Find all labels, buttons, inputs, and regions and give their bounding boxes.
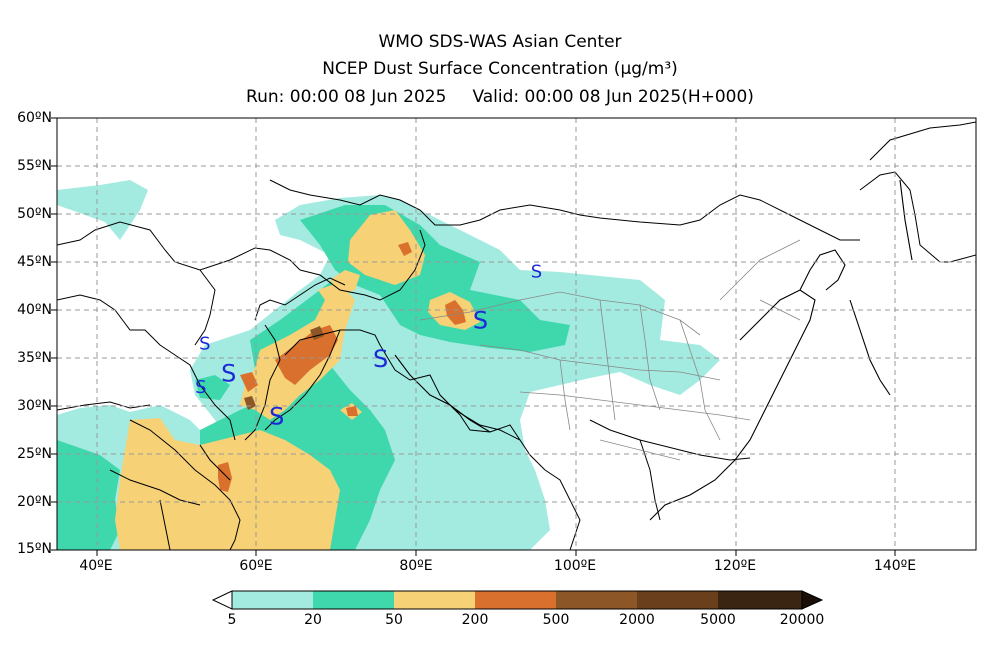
dust-storm-marker: S [221, 359, 236, 387]
lon-label-40: 40ºE [79, 558, 113, 574]
dust-storm-marker: S [269, 403, 284, 431]
colorbar-box-5000-20000 [718, 591, 802, 609]
colorbar-box-500-2000 [556, 591, 637, 609]
dust-storm-marker: S [531, 262, 542, 283]
lon-label-60: 60ºE [239, 558, 273, 574]
lat-label-40: 40ºN [17, 302, 52, 318]
lon-label-80: 80ºE [399, 558, 433, 574]
colorbar-label-20000: 20000 [779, 612, 825, 628]
lat-label-30: 30ºN [17, 398, 52, 414]
lon-label-140: 140ºE [873, 558, 917, 574]
lat-label-55: 55ºN [17, 158, 52, 174]
lat-label-20: 20ºN [17, 494, 52, 510]
dust-storm-marker: S [473, 307, 488, 335]
country-boundaries [57, 121, 976, 550]
dust-storm-marker: S [199, 334, 210, 355]
colorbar-extend-low [211, 590, 233, 610]
run-time: Run: 00:00 08 Jun 2025 [246, 87, 447, 107]
map-frame [56, 117, 977, 551]
title-line-1: WMO SDS-WAS Asian Center [378, 32, 622, 52]
colorbar-label-20: 20 [304, 612, 322, 628]
lat-label-45: 45ºN [17, 254, 52, 270]
lat-label-50: 50ºN [17, 206, 52, 222]
lon-label-120: 120ºE [713, 558, 757, 574]
colorbar-label-5: 5 [227, 612, 237, 628]
colorbar-box-5-20 [232, 591, 313, 609]
colorbar-box-2000-5000 [637, 591, 718, 609]
lat-label-25: 25ºN [17, 446, 52, 462]
lat-label-15: 15ºN [17, 541, 52, 557]
valid-time: Valid: 00:00 08 Jun 2025(H+000) [472, 87, 754, 107]
colorbar [211, 590, 824, 610]
colorbar-frame [231, 590, 803, 610]
lat-label-60: 60ºN [17, 110, 52, 126]
colorbar-box-200-500 [475, 591, 556, 609]
gridlines [57, 118, 976, 550]
axis-ticks [51, 117, 896, 556]
title-line-3: Run: 00:00 08 Jun 2025 Valid: 00:00 08 Ju… [0, 85, 1000, 109]
dust-concentration-field [57, 180, 720, 550]
title-line-2: NCEP Dust Surface Concentration (μg/m³) [322, 59, 678, 79]
province-boundaries [419, 239, 801, 461]
dust-storm-marker: S [195, 377, 206, 398]
coastlines [199, 179, 913, 521]
colorbar-label-200: 200 [461, 612, 489, 628]
colorbar-label-2000: 2000 [619, 612, 655, 628]
dust-band-200-500 [218, 242, 466, 492]
colorbar-box-50-200 [394, 591, 475, 609]
colorbar-label-500: 500 [542, 612, 570, 628]
colorbar-extend-high [801, 590, 824, 610]
colorbar-label-5000: 5000 [700, 612, 736, 628]
lon-label-100: 100ºE [553, 558, 597, 574]
lat-label-35: 35ºN [17, 350, 52, 366]
dust-storm-marker: S [373, 345, 388, 373]
colorbar-box-20-50 [313, 591, 394, 609]
colorbar-label-50: 50 [385, 612, 403, 628]
